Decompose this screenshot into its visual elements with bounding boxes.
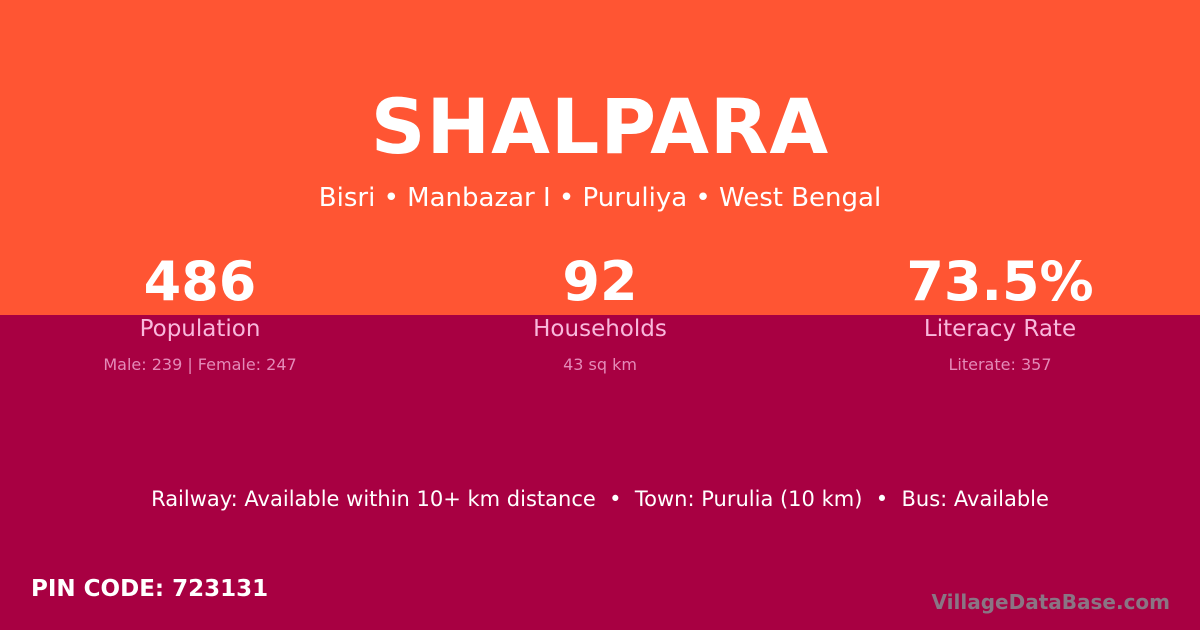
village-name: SHALPARA	[370, 82, 830, 171]
stat-label: Population	[139, 316, 261, 342]
header-band	[0, 0, 1200, 315]
stat-sub: Literate: 357	[948, 355, 1052, 374]
brand-watermark: VillageDataBase.com	[931, 590, 1170, 614]
stat-value: 92	[562, 250, 638, 313]
stat-sub: 43 sq km	[563, 355, 637, 374]
stat-value: 486	[143, 250, 257, 313]
pin-code: PIN CODE: 723131	[31, 576, 269, 602]
stat-sub: Male: 239 | Female: 247	[103, 355, 297, 374]
stat-label: Literacy Rate	[923, 316, 1077, 342]
amenities-line: Railway: Available within 10+ km distanc…	[151, 487, 1049, 511]
location-breadcrumb: Bisri • Manbazar I • Puruliya • West Ben…	[318, 183, 882, 213]
stat-label: Households	[533, 316, 667, 342]
stat-value: 73.5%	[906, 250, 1094, 313]
